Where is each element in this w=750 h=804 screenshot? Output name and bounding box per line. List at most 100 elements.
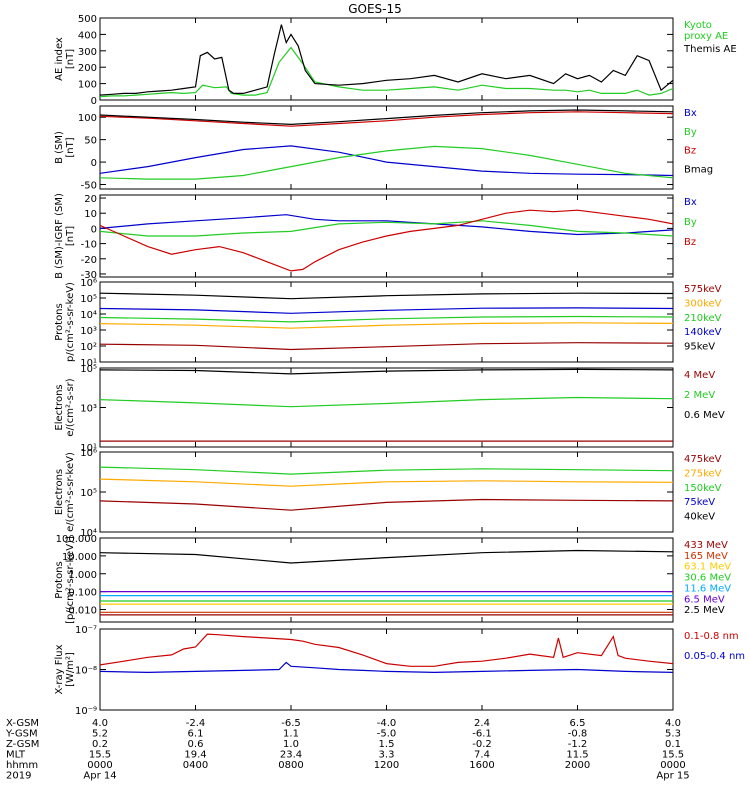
y-tick-label: 500 xyxy=(78,14,97,25)
panel-bigrf: -30 -20 -10 0 10 20 B (SM)-IGRF (SM)[nT] Bx By Bz xyxy=(54,193,697,281)
y-tick-label: 50 xyxy=(84,136,97,147)
legend-by: By xyxy=(684,217,697,228)
y-tick-label: -50 xyxy=(81,181,97,192)
axis-row-label-x-gsm: X-GSM xyxy=(6,718,39,729)
y-axis-label-line: Electrons xyxy=(54,469,65,515)
y-tick-label: 10⁻⁸ xyxy=(75,666,97,677)
legend-575kev: 575keV xyxy=(684,284,722,295)
x-tick-label: -1.2 xyxy=(568,739,588,750)
x-tick-label: 4.0 xyxy=(665,718,681,729)
y-tick-label: 100.000 xyxy=(56,534,97,545)
legend-6-5-mev: 6.5 MeV xyxy=(684,594,725,605)
y-axis-label-line: [W/m²] xyxy=(65,652,76,687)
y-tick-label: 1.000 xyxy=(68,570,97,581)
y-tick-label: 10⁵ xyxy=(80,488,97,499)
legend-0-1-0-8-nm: 0.1-0.8 nm xyxy=(684,631,739,642)
y-axis-label-line: e/(cm²-s-sr-keV) xyxy=(65,452,76,532)
legend-themis-ae: Themis AE xyxy=(683,44,737,55)
series-line-140kev xyxy=(100,307,673,314)
y-tick-label: 100 xyxy=(78,113,97,124)
x-tick-label: 4.0 xyxy=(92,718,108,729)
panel-electrons_mev: 10¹ 10³ 10⁵ Electronse/(cm²-s-sr) 4 MeV 2 MeV… xyxy=(54,364,725,454)
series-line-2-mev xyxy=(100,396,673,408)
x-tick-label: 23.4 xyxy=(280,750,302,761)
panel-xray: 10⁻⁹ 10⁻⁸ 10⁻⁷ X-ray Flux[W/m²] 0.1-0.8 nm 0.… xyxy=(54,625,745,717)
y-axis-label: Protons[p/(cm²-s-sr-keV)] xyxy=(54,536,76,624)
y-tick-label: 10³ xyxy=(80,404,97,415)
legend-433-mev: 433 MeV xyxy=(684,540,728,551)
x-tick-label: 5.2 xyxy=(92,729,108,740)
series-line-by xyxy=(100,220,673,237)
legend-475kev: 475keV xyxy=(684,454,722,465)
legend-11-6-mev: 11.6 MeV xyxy=(684,583,731,594)
y-axis-label-line: X-ray Flux xyxy=(54,644,65,694)
y-tick-label: 10⁵ xyxy=(80,364,97,375)
legend-275kev: 275keV xyxy=(684,468,722,479)
y-axis-label: AE index[nT] xyxy=(54,37,76,81)
series-line-themis-ae xyxy=(100,24,673,96)
y-axis-label-line: e/(cm²-s-sr) xyxy=(65,378,76,436)
y-axis-label-line: B (SM)-IGRF (SM) xyxy=(54,193,65,279)
y-tick-label: 10¹ xyxy=(80,358,97,369)
legend-140kev: 140keV xyxy=(684,327,722,338)
series-line-275kev xyxy=(100,478,673,487)
panel-electrons_kev: 10⁴ 10⁵ 10⁶ Electronse/(cm²-s-sr-keV) 475keV… xyxy=(54,448,722,539)
y-axis-label-line: [nT] xyxy=(65,49,76,69)
x-tick-label: -6.1 xyxy=(472,729,492,740)
series-line-150kev xyxy=(100,466,673,475)
series-line-kyoto-proxy-ae xyxy=(100,46,673,98)
y-tick-label: 10⁻⁷ xyxy=(75,625,97,636)
legend-150kev: 150keV xyxy=(684,483,722,494)
y-axis-label-line: Electrons xyxy=(54,384,65,430)
axis-row-label-y-gsm: Y-GSM xyxy=(5,729,38,740)
y-axis-label: B (SM)[nT] xyxy=(54,131,76,164)
axis-row-label-hhmm: hhmm xyxy=(6,760,38,771)
legend-75kev: 75keV xyxy=(684,497,715,508)
legend-by: By xyxy=(684,127,697,138)
series-line-95kev xyxy=(100,292,673,300)
legend-bz: Bz xyxy=(684,237,696,248)
legend-95kev: 95keV xyxy=(684,342,715,353)
y-axis-label-line: [nT] xyxy=(65,226,76,246)
legend-0-05-0-4-nm: 0.05-0.4 nm xyxy=(684,651,745,662)
x-tick-label: 3.3 xyxy=(379,750,395,761)
series-line-0-1-0-8-nm xyxy=(100,633,673,667)
legend-kyoto-proxy-ae: Kyoto xyxy=(684,20,712,31)
series-line-300kev xyxy=(100,322,673,329)
x-tick-label: Apr 14 xyxy=(83,771,116,782)
legend-63-1-mev: 63.1 MeV xyxy=(684,562,731,573)
legend-300kev: 300keV xyxy=(684,298,722,309)
y-tick-label: 20 xyxy=(84,194,97,205)
y-axis-label: Electronse/(cm²-s-sr) xyxy=(54,378,76,436)
y-axis-label-line: [nT] xyxy=(65,137,76,157)
x-tick-label: 6.1 xyxy=(188,729,204,740)
series-line-bz xyxy=(100,209,673,272)
chart-title: GOES-15 xyxy=(348,2,402,16)
y-tick-label: 0 xyxy=(91,224,97,235)
y-tick-label: 10.000 xyxy=(62,552,97,563)
legend-bx: Bx xyxy=(684,197,697,208)
series-line-bz xyxy=(100,111,673,127)
y-tick-label: 100 xyxy=(78,80,97,91)
x-tick-label: 15.5 xyxy=(89,750,111,761)
y-tick-label: 0 xyxy=(91,158,97,169)
bottom-axis-table: X-GSMY-GSMZ-GSMMLThhmm20194.05.20.215.50… xyxy=(5,718,690,782)
legend-2-5-mev: 2.5 MeV xyxy=(684,605,725,616)
y-tick-label: -30 xyxy=(81,270,97,281)
series-line-2-5-mev xyxy=(100,549,673,564)
y-tick-label: 10⁵ xyxy=(80,294,97,305)
y-tick-label: 10¹ xyxy=(80,443,97,454)
y-axis-label-line: Protons xyxy=(54,303,65,340)
legend-40kev: 40keV xyxy=(684,512,715,523)
y-tick-label: 10⁶ xyxy=(80,448,97,459)
series-line-bx xyxy=(100,145,673,177)
x-tick-label: -0.8 xyxy=(568,729,588,740)
x-tick-label: -4.0 xyxy=(377,718,397,729)
panel-protons: 10¹ 10² 10³ 10⁴ 10⁵ 10⁶ Protonsp/(cm²-s-sr-keV… xyxy=(54,278,722,369)
y-tick-label: 10⁴ xyxy=(80,310,97,321)
panel-frame xyxy=(99,367,674,448)
x-tick-label: -0.2 xyxy=(472,739,492,750)
y-tick-label: 10⁻⁹ xyxy=(75,706,97,717)
y-tick-label: 10 xyxy=(84,209,97,220)
